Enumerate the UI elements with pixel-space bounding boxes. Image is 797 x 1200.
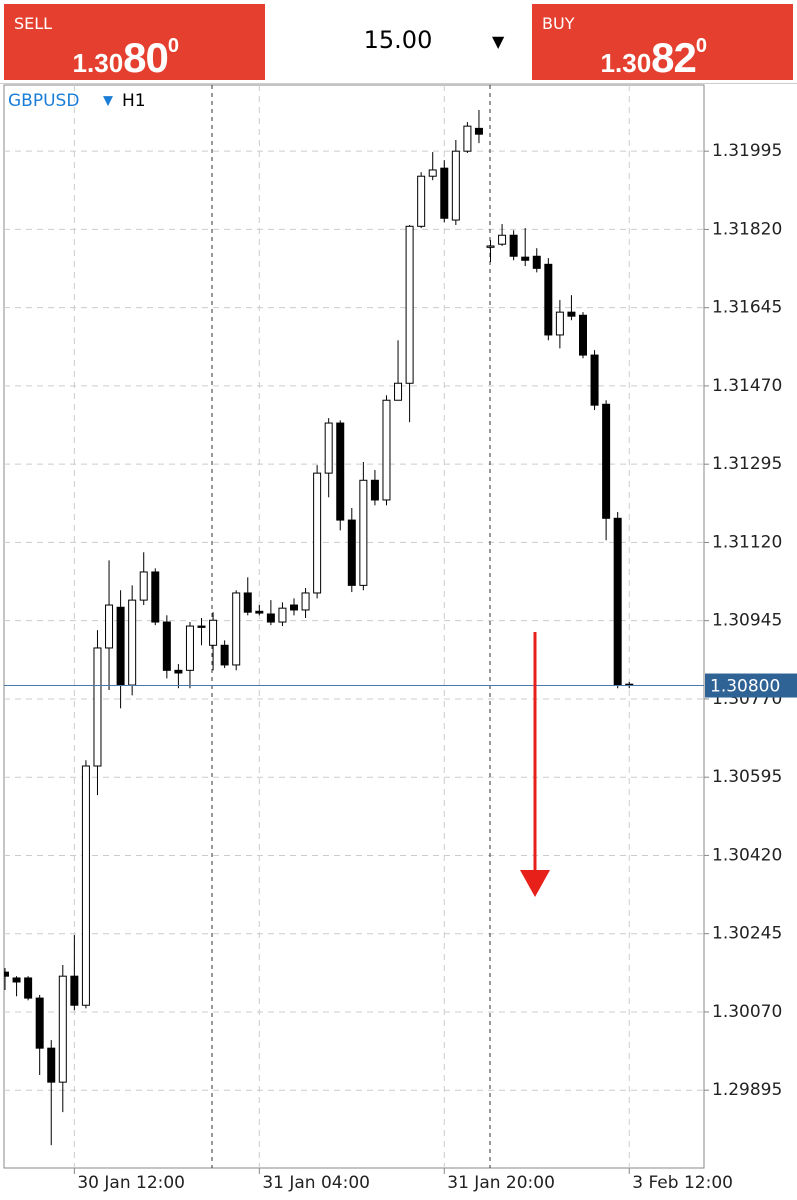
price-big: 82	[651, 34, 697, 81]
volume-dropdown[interactable]: ▼	[492, 32, 505, 51]
candle-body	[590, 354, 599, 406]
current-price-box	[705, 673, 797, 698]
candle-body	[602, 403, 611, 519]
buy-label: BUY	[542, 14, 575, 33]
candle-body	[417, 175, 426, 227]
candle-body	[255, 610, 264, 614]
candle-body	[278, 607, 287, 623]
candle-body	[70, 975, 79, 1006]
candle-body	[440, 167, 449, 219]
candle-body	[498, 234, 507, 245]
candle-body	[394, 382, 403, 401]
x-tick-label: 31 Jan 20:00	[447, 1173, 555, 1193]
plot-frame	[3, 84, 705, 1169]
y-tick-label: 1.31995	[712, 141, 782, 161]
arrow-head	[520, 870, 550, 897]
candle-body	[301, 592, 310, 611]
candle-body	[58, 975, 67, 1083]
header: SELL 1.30800 15.00 ▼ BUY 1.30820	[0, 0, 797, 84]
y-tick-label: 1.30420	[712, 845, 782, 865]
candle-body	[382, 399, 391, 501]
candle-body	[324, 422, 333, 474]
price-prefix: 1.30	[600, 48, 652, 78]
candle-body	[93, 647, 102, 767]
candle-body	[209, 619, 218, 646]
y-tick-label: 1.29895	[712, 1080, 782, 1100]
candle-body	[266, 613, 275, 623]
candle-body	[405, 225, 414, 384]
candle-body	[359, 479, 368, 586]
candle-body	[347, 519, 356, 586]
y-tick-label: 1.30945	[712, 611, 782, 631]
current-price-label: 1.30800	[710, 677, 780, 697]
candle-body	[151, 571, 160, 623]
candle-body	[243, 592, 252, 613]
candle-body	[474, 127, 483, 135]
overlay: 1.30800	[4, 673, 797, 698]
candle-body	[116, 606, 125, 686]
symbol[interactable]: GBPUSD	[8, 91, 79, 111]
y-tick-label: 1.31470	[712, 376, 782, 396]
candle-body	[290, 604, 298, 611]
price-sup: 0	[695, 35, 707, 57]
candle-body	[463, 125, 472, 152]
timeframe[interactable]: H1	[122, 91, 146, 111]
y-tick-label: 1.31295	[712, 454, 782, 474]
candle-body	[232, 592, 241, 666]
y-tick-label: 1.30595	[712, 767, 782, 787]
price-sup: 0	[167, 35, 179, 57]
candle-body	[532, 255, 541, 269]
y-tick-label: 1.30070	[712, 1002, 782, 1022]
price-big: 80	[123, 34, 169, 81]
candles	[4, 110, 634, 1146]
candle-body	[544, 263, 553, 336]
buy-button[interactable]: BUY 1.30820	[532, 4, 793, 82]
candle-body	[567, 311, 576, 317]
candle-body	[105, 604, 114, 649]
candle-body	[185, 625, 194, 671]
candle-body	[197, 625, 206, 628]
candle-body	[35, 997, 44, 1049]
candle-body	[428, 169, 437, 177]
candle-body	[555, 311, 564, 336]
x-tick-label: 31 Jan 04:00	[262, 1173, 370, 1193]
x-tick-label: 3 Feb 12:00	[632, 1173, 733, 1193]
candle-body	[336, 422, 345, 521]
sell-price: 1.30800	[73, 34, 179, 82]
y-tick-label: 1.30245	[712, 924, 782, 944]
candle-body	[81, 765, 90, 1006]
y-tick-label: 1.31820	[712, 219, 782, 239]
sell-button[interactable]: SELL 1.30800	[4, 4, 265, 82]
x-tick-label: 30 Jan 12:00	[77, 1173, 185, 1193]
candle-body	[24, 977, 33, 999]
candle-body	[220, 644, 229, 666]
candle-body	[509, 234, 518, 257]
y-tick-label: 1.31120	[712, 532, 782, 552]
volume[interactable]: 15.00	[363, 26, 433, 54]
candle-body	[313, 472, 322, 594]
candle-body	[162, 621, 171, 671]
sell-label: SELL	[14, 14, 53, 33]
candle-body	[128, 599, 137, 686]
buy-price: 1.30820	[601, 34, 707, 82]
candle-body	[451, 150, 460, 221]
candle-body	[4, 971, 9, 977]
y-tick-label: 1.31645	[712, 298, 782, 318]
symbol-dropdown[interactable]: ▼	[103, 94, 113, 109]
candle-body	[613, 517, 622, 686]
candle-body	[139, 571, 148, 601]
price-prefix: 1.30	[72, 48, 124, 78]
candle-body	[521, 256, 530, 261]
candle-body	[370, 479, 379, 501]
candle-body	[579, 314, 587, 356]
candle-body	[486, 245, 495, 248]
candle-body	[12, 977, 21, 983]
candle-body	[174, 669, 183, 674]
chart: 1.31995 1.31820 1.31645 1.31470 1.31295 1.311…	[3, 84, 797, 1193]
candle-body	[47, 1047, 56, 1083]
